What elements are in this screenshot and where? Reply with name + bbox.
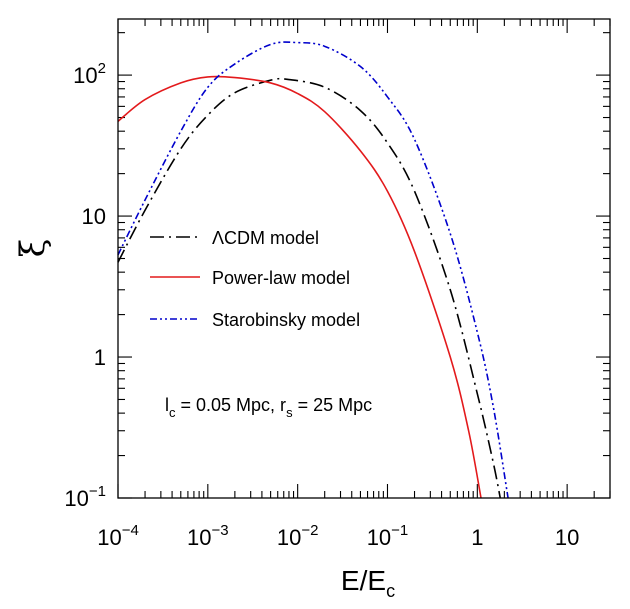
x-tick-label-0: 10−4 — [97, 522, 139, 550]
y-axis-title: ξ — [13, 239, 53, 258]
x-axis-title-subscript: c — [386, 581, 395, 601]
x-tick-exponent: −3 — [212, 522, 229, 539]
x-tick-label-2: 10−2 — [277, 522, 319, 550]
y-tick-exponent: 2 — [98, 60, 106, 77]
plot-frame — [117, 18, 611, 499]
y-tick-label-2: 10 — [82, 204, 106, 229]
legend-label-starobinsky: Starobinsky model — [212, 310, 360, 330]
y-tick-label-3: 102 — [73, 60, 106, 88]
x-tick-base: 10 — [187, 525, 211, 550]
x-tick-label-1: 10−3 — [187, 522, 229, 550]
legend-label-power-law: Power-law model — [212, 268, 350, 288]
series-layer — [117, 41, 509, 499]
x-axis-title-text: E/E — [341, 565, 386, 596]
series-line-1 — [117, 75, 482, 499]
series-line-2 — [117, 41, 509, 499]
x-tick-base: 10 — [555, 525, 579, 550]
x-axis-title: E/Ec — [341, 565, 395, 601]
annotation-r-sub: s — [286, 405, 293, 420]
x-tick-label-3: 10−1 — [367, 522, 409, 550]
y-tick-base: 10 — [64, 486, 88, 511]
annotation-r-value: = 25 Mpc — [293, 395, 373, 415]
x-tick-base: 10 — [367, 525, 391, 550]
y-tick-base: 10 — [73, 63, 97, 88]
x-tick-exponent: −4 — [122, 522, 139, 539]
y-tick-base: 1 — [94, 345, 106, 370]
y-tick-base: 10 — [82, 204, 106, 229]
x-tick-exponent: −2 — [301, 522, 318, 539]
x-tick-label-5: 10 — [555, 525, 579, 550]
annotation-l-value: = 0.05 Mpc, r — [176, 395, 287, 415]
parameter-annotation: lc = 0.05 Mpc, rs = 25 Mpc — [165, 395, 372, 420]
legend: ΛCDM model Power-law model Starobinsky m… — [150, 228, 360, 330]
x-tick-labels: 10−4 10−3 10−2 10−1 1 10 — [97, 522, 579, 550]
legend-label-lcdm: ΛCDM model — [212, 228, 319, 248]
y-tick-label-0: 10−1 — [64, 483, 106, 511]
y-tick-label-1: 1 — [94, 345, 106, 370]
series-line-0 — [117, 77, 502, 499]
ticks-layer — [117, 19, 611, 499]
x-tick-exponent: −1 — [391, 522, 408, 539]
x-tick-base: 1 — [471, 525, 483, 550]
annotation-l-sub: c — [169, 405, 176, 420]
y-tick-exponent: −1 — [89, 483, 106, 500]
annotation-l-symbol: l — [165, 395, 169, 415]
x-tick-base: 10 — [97, 525, 121, 550]
x-tick-base: 10 — [277, 525, 301, 550]
x-tick-label-4: 1 — [471, 525, 483, 550]
